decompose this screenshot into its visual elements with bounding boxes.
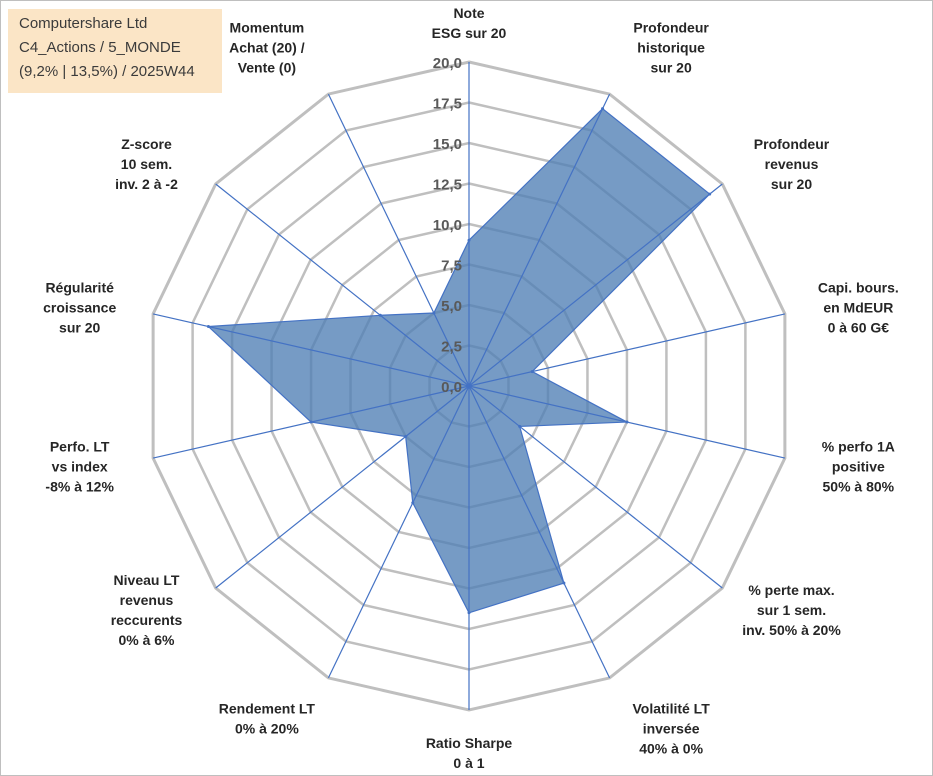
axis-label-line: inv. 50% à 20% bbox=[742, 622, 841, 638]
axis-label-line: Volatilité LT bbox=[632, 701, 710, 717]
axis-label-line: inversée bbox=[643, 721, 700, 737]
axis-spoke bbox=[327, 385, 470, 679]
r-tick-label: 20,0 bbox=[433, 55, 462, 72]
axis-label-line: 40% à 0% bbox=[639, 741, 703, 757]
axis-label: Profondeur revenus sur 20 bbox=[754, 136, 830, 192]
r-tick-label: 5,0 bbox=[441, 298, 462, 315]
axis-label-line: Ratio Sharpe bbox=[426, 735, 513, 751]
axis-spoke bbox=[468, 313, 786, 387]
axis-label-line: inv. 2 à -2 bbox=[115, 176, 178, 192]
axis-label: Niveau LT revenus reccurents 0% à 6% bbox=[111, 572, 183, 648]
axis-label-line: 0 à 1 bbox=[453, 755, 484, 771]
axis-label-line: positive bbox=[832, 459, 885, 475]
axis-label-line: revenus bbox=[765, 156, 819, 172]
axis-label-line: sur 20 bbox=[59, 319, 100, 335]
axis-label-line: reccurents bbox=[111, 612, 183, 628]
axis-label-line: 0 à 60 G€ bbox=[828, 319, 890, 335]
axis-label-line: Rendement LT bbox=[219, 701, 316, 717]
axis-label-line: historique bbox=[637, 39, 705, 55]
axis-label: Volatilité LT inversée 40% à 0% bbox=[632, 701, 710, 757]
axis-spoke bbox=[215, 385, 470, 589]
axis-label: Note ESG sur 20 bbox=[432, 5, 507, 41]
company-name: Computershare Ltd bbox=[19, 15, 148, 32]
axis-label: Capi. bours. en MdEUR 0 à 60 G€ bbox=[818, 279, 899, 335]
period-label: (9,2% | 13,5%) / 2025W44 bbox=[19, 63, 195, 80]
axis-label-line: Achat (20) / bbox=[229, 39, 305, 55]
axis-spoke bbox=[468, 385, 786, 459]
axis-label-line: 50% à 80% bbox=[823, 479, 895, 495]
axis-label-line: en MdEUR bbox=[823, 299, 893, 315]
axis-label-line: Perfo. LT bbox=[50, 439, 110, 455]
axis-label-line: Capi. bours. bbox=[818, 279, 899, 295]
axis-label-line: sur 20 bbox=[771, 176, 812, 192]
tick-layer: 0,0 2,5 5,0 7,5 10,0 12,5 15,0 17,5 20,0 bbox=[433, 55, 462, 396]
axis-spoke bbox=[215, 183, 470, 387]
r-tick-label: 17,5 bbox=[433, 96, 462, 113]
r-tick-label: 0,0 bbox=[441, 379, 462, 396]
axis-label-line: Momentum bbox=[230, 19, 305, 35]
spoke-layer bbox=[152, 62, 786, 710]
axis-label-line: ESG sur 20 bbox=[432, 25, 507, 41]
r-tick-label: 10,0 bbox=[433, 217, 462, 234]
axis-label-line: sur 1 sem. bbox=[757, 602, 826, 618]
r-tick-label: 15,0 bbox=[433, 136, 462, 153]
axis-label: Z-score 10 sem. inv. 2 à -2 bbox=[115, 136, 178, 192]
axis-spoke bbox=[152, 385, 470, 459]
axis-label-line: Profondeur bbox=[633, 19, 709, 35]
axis-label: Ratio Sharpe 0 à 1 bbox=[426, 735, 513, 771]
axis-label-line: Niveau LT bbox=[114, 572, 180, 588]
axis-spoke bbox=[468, 385, 723, 589]
axis-label: Profondeur historique sur 20 bbox=[633, 19, 709, 75]
axis-label: % perte max. sur 1 sem. inv. 50% à 20% bbox=[742, 582, 841, 638]
axis-spoke bbox=[327, 93, 470, 387]
axis-label-line: Régularité bbox=[45, 279, 114, 295]
axis-label-line: 0% à 20% bbox=[235, 721, 299, 737]
axis-label-line: 0% à 6% bbox=[118, 632, 175, 648]
r-tick-label: 12,5 bbox=[433, 177, 462, 194]
category-label: C4_Actions / 5_MONDE bbox=[19, 39, 181, 56]
axis-label: % perfo 1A positive 50% à 80% bbox=[822, 439, 895, 495]
axis-spoke bbox=[468, 385, 611, 679]
axis-label-line: Note bbox=[453, 5, 484, 21]
axis-label-line: revenus bbox=[120, 592, 174, 608]
axis-spoke bbox=[468, 183, 723, 387]
axis-label: Régularité croissance sur 20 bbox=[43, 279, 116, 335]
axis-label: Momentum Achat (20) / Vente (0) bbox=[229, 19, 305, 75]
axis-label-line: -8% à 12% bbox=[45, 479, 114, 495]
axis-label-line: % perfo 1A bbox=[822, 439, 895, 455]
axis-label-line: vs index bbox=[52, 459, 108, 475]
axis-spoke bbox=[468, 93, 611, 387]
axis-label-line: Profondeur bbox=[754, 136, 830, 152]
axis-label-line: sur 20 bbox=[650, 59, 691, 75]
axis-label-line: croissance bbox=[43, 299, 116, 315]
axis-label-line: Vente (0) bbox=[238, 59, 296, 75]
axis-label: Rendement LT 0% à 20% bbox=[219, 701, 316, 737]
label-layer: Note ESG sur 20 Profondeur historique sur 20… bbox=[43, 5, 899, 771]
r-tick-label: 2,5 bbox=[441, 339, 462, 356]
axis-label-line: Z-score bbox=[121, 136, 172, 152]
axis-label: Perfo. LT vs index -8% à 12% bbox=[45, 439, 114, 495]
r-tick-label: 7,5 bbox=[441, 258, 462, 275]
axis-label-line: 10 sem. bbox=[121, 156, 172, 172]
axis-label-line: % perte max. bbox=[748, 582, 834, 598]
title-box: Computershare Ltd C4_Actions / 5_MONDE (… bbox=[8, 9, 222, 93]
axis-spoke bbox=[152, 313, 470, 387]
